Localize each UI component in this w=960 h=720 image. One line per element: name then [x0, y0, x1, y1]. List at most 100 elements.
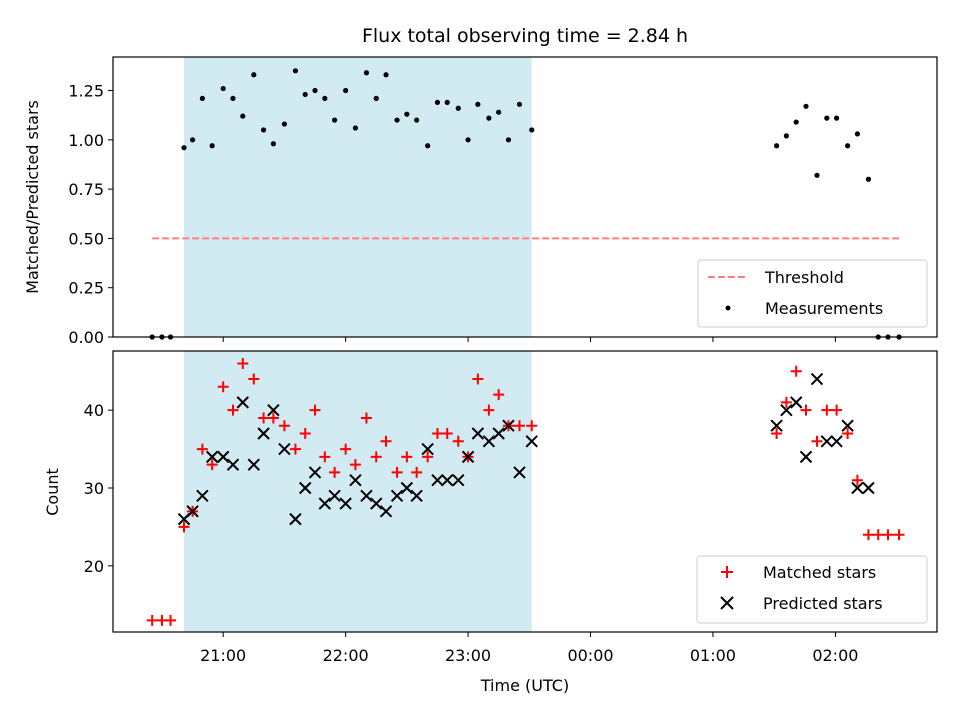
measurement-point: [803, 103, 809, 109]
bottom-panel-shaded-region: [184, 351, 532, 632]
matched-star-point: [526, 420, 538, 432]
legend-predicted-swatch: [720, 596, 734, 610]
matched-star-point: [513, 420, 525, 432]
y-tick-label: 0.50: [68, 229, 104, 248]
legend-matched-label: Matched stars: [763, 563, 876, 582]
matched-star-point: [493, 389, 505, 401]
matched-star-point: [780, 396, 792, 408]
predicted-star-point: [186, 505, 199, 518]
measurement-point: [516, 101, 523, 107]
legend-predicted-label: Predicted stars: [763, 594, 883, 613]
predicted-star-point: [441, 474, 454, 487]
measurement-point: [260, 127, 267, 133]
y-tick-label: 0.75: [68, 180, 104, 199]
observing-window-shade: [184, 57, 532, 337]
measurement-point: [322, 95, 328, 102]
predicted-star-point: [431, 474, 444, 487]
matched-star-point: [380, 435, 392, 447]
matched-star-point: [391, 466, 403, 478]
predicted-star-point: [502, 419, 515, 432]
matched-star-point: [821, 404, 833, 416]
measurement-point: [414, 117, 420, 123]
predicted-star-point: [851, 481, 864, 495]
matched-star-point: [452, 435, 464, 447]
predicted-star-point: [513, 466, 526, 479]
predicted-star-point: [830, 435, 843, 448]
measurement-point: [270, 141, 276, 147]
bottom-panel-y-axis-title: Count: [43, 468, 62, 516]
predicted-star-point: [421, 442, 434, 456]
measurement-point: [199, 95, 205, 102]
predicted-star-point: [492, 427, 505, 440]
measurement-point: [281, 121, 288, 127]
predicted-star-point: [328, 489, 341, 502]
measurement-point: [240, 113, 246, 119]
measurement-point: [444, 99, 450, 105]
observing-window-shade: [184, 351, 532, 632]
measurement-point: [774, 143, 780, 149]
matched-star-point: [309, 404, 321, 416]
predicted-star-point: [318, 497, 332, 510]
matched-star-point: [289, 443, 301, 455]
measurement-point: [343, 87, 349, 94]
predicted-star-point: [841, 419, 854, 432]
predicted-star-point: [236, 396, 249, 409]
predicted-star-point: [257, 427, 270, 440]
measurement-point: [209, 143, 215, 149]
measurement-point: [529, 127, 535, 133]
x-tick-label: 01:00: [690, 646, 736, 665]
matched-star-point: [842, 428, 854, 440]
measurement-point: [189, 137, 196, 143]
matched-star-point: [165, 614, 177, 626]
measurement-point: [425, 143, 431, 149]
predicted-star-point: [360, 489, 373, 502]
matched-star-point: [401, 451, 413, 463]
measurement-point: [505, 137, 512, 143]
predicted-star-point: [410, 489, 423, 502]
predicted-star-point: [247, 458, 261, 471]
measurement-point: [181, 145, 187, 151]
bottom-panel-marks: [146, 357, 905, 626]
top-panel: 0.00 0.25 0.50 0.75 1.00 1.25 Matched/Predict…: [23, 56, 938, 347]
measurement-point: [230, 95, 236, 102]
bottom-panel-x-axis: 21:00 22:00 23:00 00:00 01:00 02:00: [200, 632, 858, 665]
matched-star-point: [360, 412, 372, 424]
matched-star-point: [831, 404, 843, 416]
predicted-star-point: [390, 489, 404, 502]
predicted-star-point: [196, 489, 209, 502]
matched-star-point: [790, 365, 802, 377]
matched-star-point: [893, 529, 905, 541]
predicted-star-point: [799, 450, 813, 464]
measurement-point: [302, 91, 308, 98]
matched-star-point: [340, 443, 352, 455]
matched-star-point: [483, 404, 495, 416]
predicted-star-point: [482, 435, 496, 448]
matched-star-point: [146, 614, 158, 626]
legend-box: [697, 259, 928, 328]
x-axis-title: Time (UTC): [480, 676, 569, 695]
matched-star-point: [237, 357, 249, 369]
y-tick-label: 0.25: [68, 279, 104, 298]
y-tick-label: 0.00: [68, 328, 104, 347]
measurement-point: [465, 137, 471, 143]
measurement-point: [363, 70, 370, 76]
predicted-star-point: [820, 435, 834, 448]
measurement-point: [220, 85, 226, 92]
predicted-star-point: [226, 458, 240, 471]
matched-star-point: [851, 474, 863, 486]
bottom-panel-y-axis: 20 30 40: [84, 401, 113, 576]
predicted-star-point: [278, 442, 291, 456]
legend-matched-swatch: [721, 566, 733, 578]
measurement-point: [251, 72, 257, 78]
measurement-point: [352, 125, 359, 131]
y-tick-label: 40: [84, 401, 104, 420]
matched-star-point: [800, 404, 812, 416]
matched-star-point: [329, 466, 341, 478]
predicted-star-point: [308, 466, 322, 479]
bottom-panel-legend: Matched stars Predicted stars: [696, 555, 928, 624]
measurement-point: [292, 68, 299, 74]
matched-star-point: [267, 412, 279, 424]
matched-star-point: [227, 404, 239, 416]
top-panel-shaded-region: [184, 57, 532, 337]
